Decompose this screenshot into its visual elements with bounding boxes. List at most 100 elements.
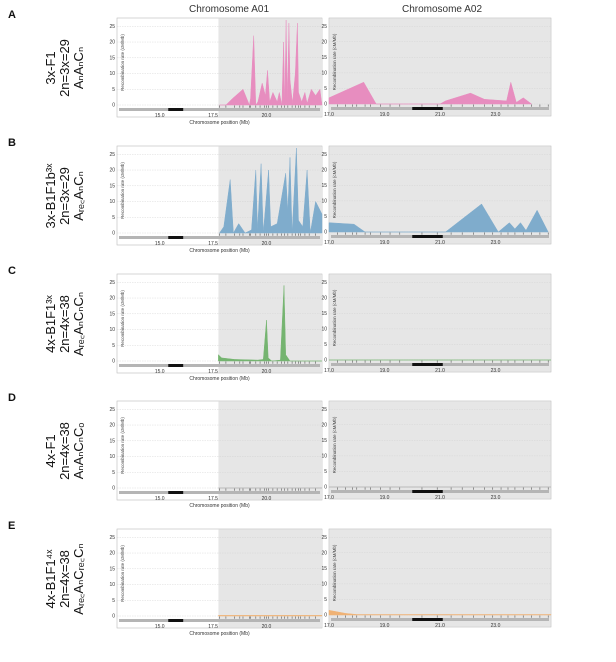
shaded-region [218,529,322,628]
series-area-e [328,609,552,616]
chromosome-bar [119,364,320,367]
y-tick-label: 15 [321,566,327,572]
y-tick-label: 0 [112,486,115,492]
y-tick-label: 25 [321,24,327,30]
x-tick-label: 19.0 [380,112,390,118]
chromosome-bar [119,619,320,622]
x-axis-label: Chromosome position (Mb) [189,376,250,382]
row-label-line: 3x-F1 [43,51,58,84]
y-tick-label: 25 [109,152,115,158]
y-tick-label: 0 [324,230,327,236]
x-tick-label: 20.0 [262,369,272,375]
column-title-a01: Chromosome A01 [189,4,269,15]
y-axis-label: Recombination rate (cM/Mb) [332,544,337,601]
y-tick-label: 20 [321,39,327,45]
y-tick-label: 15 [321,55,327,61]
y-axis-label: Recombination rate (cM/Mb) [332,33,337,90]
y-tick-label: 0 [324,358,327,364]
y-tick-label: 5 [324,469,327,475]
y-tick-label: 5 [112,343,115,349]
x-tick-label: 19.0 [380,240,390,246]
y-tick-label: 20 [321,295,327,301]
y-tick-label: 0 [112,359,115,365]
panel-row-b: B 3x-B1F1b³ˣ 2n=3x=29 Aᵣₑ꜀AₙCₙ 0 5 10 15 20 25 Rec… [8,137,552,254]
x-tick-label: 17.5 [208,369,218,375]
x-tick-label: 21.0 [435,112,445,118]
x-tick-label: 15.0 [155,113,165,119]
plot-a02: 0 5 10 15 20 25 Recombination rate (cM/Mb) 17.0… [321,528,552,629]
x-tick-label: 19.0 [380,623,390,629]
y-tick-label: 25 [109,535,115,541]
column-title-a02: Chromosome A02 [402,4,482,15]
y-tick-label: 15 [321,183,327,189]
plot-a01: 0 5 10 15 20 25 Recombination rate (cM/Mb) 15.0… [109,528,323,637]
plot-a01: 0 5 10 15 20 25 Recombination rate (cM/Mb) 15.0… [109,17,323,126]
series-area-c [218,285,322,362]
centromere-block [168,236,184,239]
x-tick-label: 17.0 [324,623,334,629]
row-label: 4x-F1 2n=4x=38 AₙAₙCₙCₒ [43,422,86,480]
y-tick-label: 25 [109,407,115,413]
x-tick-label: 15.0 [155,496,165,502]
y-tick-label: 5 [324,597,327,603]
x-tick-label: 17.5 [208,241,218,247]
row-label-line: 3x-B1F1b³ˣ [43,163,58,229]
x-tick-label: 21.0 [435,368,445,374]
panel-row-a: A 3x-F1 2n=3x=29 AₙAₙCₙ 0 5 10 15 20 25 Recombinat… [8,9,552,126]
x-tick-label: 15.0 [155,241,165,247]
y-tick-label: 10 [321,582,327,588]
shaded-region [218,401,322,500]
y-axis-label: Recombination rate (cM/Mb) [120,290,125,347]
row-label-line: Aᵣₑ꜀AₙCₙ [71,171,86,221]
series-area-a [219,19,323,106]
y-tick-label: 10 [109,71,115,77]
y-tick-label: 10 [109,454,115,460]
y-tick-label: 5 [324,342,327,348]
y-tick-label: 20 [109,551,115,557]
centromere-block [412,235,443,238]
centromere-block [412,107,443,110]
y-axis-label: Recombination rate (cM/Mb) [120,34,125,91]
plot-a02: 0 5 10 15 20 25 Recombination rate (cM/Mb) 17.0… [321,17,552,118]
plot-a01: 0 5 10 15 20 25 Recombination rate (cM/Mb) 15.0… [109,145,323,254]
shaded-region [218,274,322,373]
panel-row-e: E 4x-B1F1⁴ˣ 2n=4x=38 Aᵣₑ꜀AₙCᵣₑ꜀Cₙ 0 5 10 15 20 25… [8,520,552,637]
y-tick-label: 25 [109,24,115,30]
chromosome-bar [119,108,320,111]
x-tick-label: 17.0 [324,240,334,246]
shaded-region [329,529,551,627]
y-tick-label: 15 [109,55,115,61]
centromere-block [168,108,184,111]
row-label-line: AₙAₙCₙCₒ [71,423,86,480]
x-tick-label: 17.5 [208,496,218,502]
x-axis-label: Chromosome position (Mb) [189,631,250,637]
y-tick-label: 20 [109,423,115,429]
centromere-block [412,490,443,493]
row-label-line: 2n=3x=29 [57,39,72,97]
x-axis-label: Chromosome position (Mb) [189,503,250,509]
y-tick-label: 5 [112,470,115,476]
row-label: 3x-F1 2n=3x=29 AₙAₙCₙ [43,39,86,97]
row-label-line: 4x-F1 [43,434,58,467]
y-tick-label: 10 [321,327,327,333]
y-tick-label: 25 [321,280,327,286]
x-axis-label: Chromosome position (Mb) [189,248,250,254]
y-tick-label: 15 [109,566,115,572]
y-axis-label: Recombination rate (cM/Mb) [332,161,337,218]
x-tick-label: 20.0 [262,624,272,630]
panel-letter: D [8,392,16,404]
x-tick-label: 23.0 [491,495,501,501]
row-label-line: 4x-B1F1³ˣ [43,294,58,352]
y-tick-label: 10 [321,199,327,205]
x-tick-label: 20.0 [262,241,272,247]
row-label-line: 2n=4x=38 [57,422,72,480]
row-label-line: 2n=4x=38 [57,295,72,353]
y-tick-label: 25 [321,535,327,541]
y-tick-label: 10 [109,582,115,588]
series-area-b [328,203,549,233]
x-tick-label: 20.0 [262,496,272,502]
y-tick-label: 20 [109,168,115,174]
y-tick-label: 15 [109,311,115,317]
y-tick-label: 0 [324,613,327,619]
